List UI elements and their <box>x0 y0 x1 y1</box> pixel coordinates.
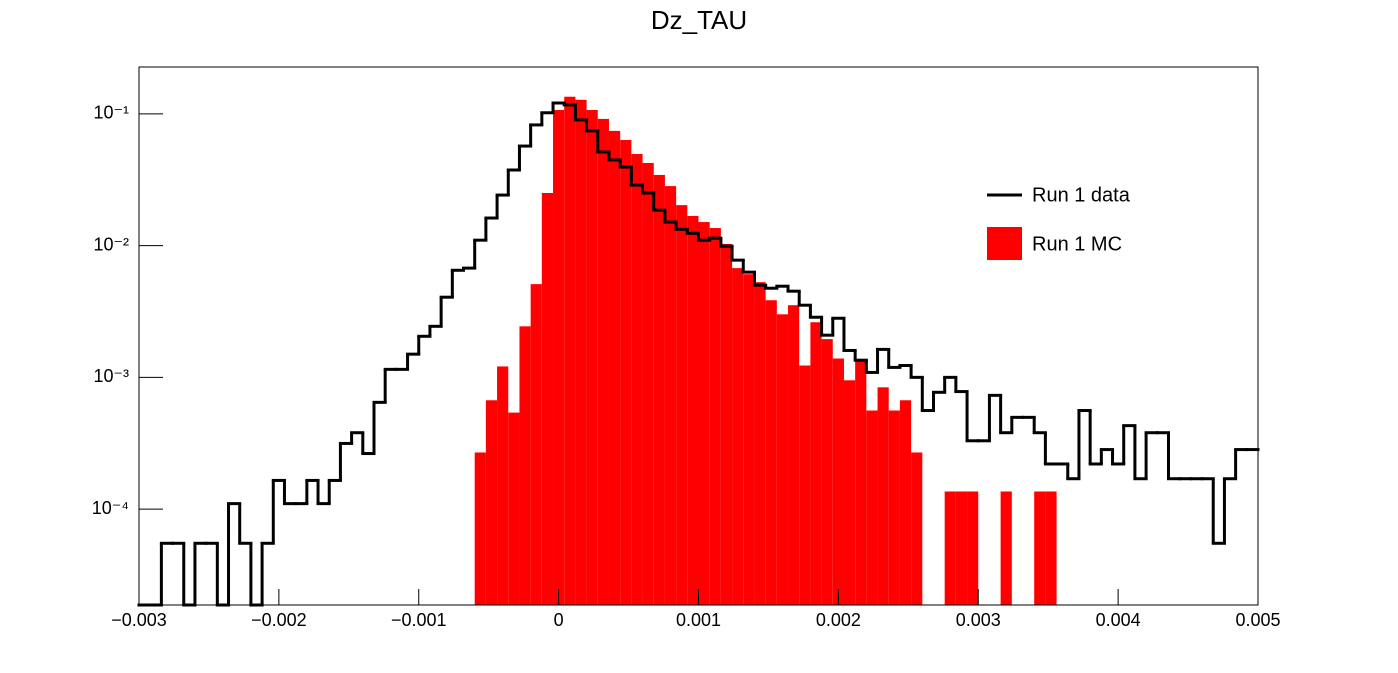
bar <box>497 366 509 605</box>
bar <box>899 400 912 605</box>
bar <box>911 452 923 605</box>
bar <box>698 222 710 605</box>
y-tick-label: 10⁻⁴ <box>92 498 129 518</box>
bar <box>855 359 867 605</box>
x-tick-label: 0 <box>554 610 564 630</box>
bar <box>687 215 699 605</box>
bar <box>508 412 520 605</box>
bar <box>866 410 878 605</box>
x-tick-label: −0.001 <box>391 610 447 630</box>
bar <box>765 300 777 605</box>
bar <box>620 139 632 606</box>
bar <box>575 99 587 605</box>
bar <box>788 305 800 605</box>
bar <box>597 118 609 605</box>
bar <box>519 326 531 605</box>
bar <box>553 110 565 605</box>
bar <box>586 110 598 605</box>
bar <box>944 491 956 605</box>
x-tick-label: −0.002 <box>251 610 307 630</box>
bar <box>474 452 486 605</box>
bar <box>843 380 856 605</box>
y-tick-label: 10⁻¹ <box>93 103 129 123</box>
bar <box>485 400 498 605</box>
bar <box>541 192 554 605</box>
bar <box>967 491 979 605</box>
bar <box>709 228 721 605</box>
bar <box>821 339 833 605</box>
bar <box>810 322 822 605</box>
bar <box>776 314 789 605</box>
legend-swatch <box>987 227 1022 260</box>
x-tick-label: −0.003 <box>111 610 167 630</box>
bar <box>1000 491 1012 605</box>
legend-label: Run 1 data <box>1032 184 1131 206</box>
bar <box>832 358 844 605</box>
bar <box>664 186 677 605</box>
chart-title: Dz_TAU <box>651 5 747 35</box>
bar <box>720 243 733 605</box>
bar <box>799 365 811 605</box>
bar <box>743 274 755 605</box>
bar <box>564 96 576 605</box>
bar <box>608 130 621 605</box>
x-tick-label: 0.001 <box>676 610 721 630</box>
bar <box>676 205 688 606</box>
bar <box>530 284 542 605</box>
bar <box>642 162 654 605</box>
bar <box>888 410 900 605</box>
bar <box>1034 491 1046 605</box>
bar <box>1045 491 1057 605</box>
bar <box>631 154 643 605</box>
y-tick-label: 10⁻³ <box>93 366 129 386</box>
bar <box>877 387 889 605</box>
x-tick-label: 0.002 <box>816 610 861 630</box>
x-tick-label: 0.003 <box>956 610 1001 630</box>
x-tick-label: 0.005 <box>1235 610 1280 630</box>
bar <box>653 174 665 605</box>
bar <box>732 268 744 605</box>
bar <box>955 491 968 605</box>
legend-label: Run 1 MC <box>1032 233 1122 255</box>
x-tick-label: 0.004 <box>1096 610 1141 630</box>
y-tick-label: 10⁻² <box>93 234 129 254</box>
bar <box>754 282 766 605</box>
